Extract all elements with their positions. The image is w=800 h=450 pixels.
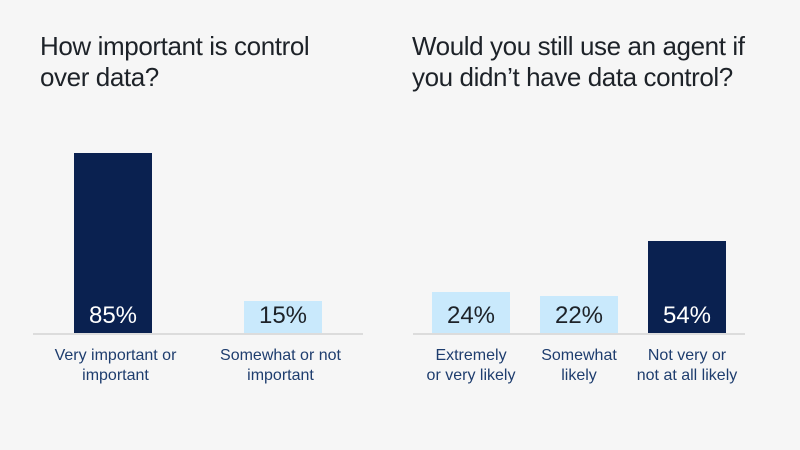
bar-value-label: 15%: [258, 302, 308, 329]
category-label: Somewhat or not important: [220, 347, 341, 384]
category-labels-importance: Very important or important Somewhat or n…: [33, 346, 363, 386]
category-label: Extremely or very likely: [426, 347, 516, 384]
chart-title-agent-use: Would you still use an agent if you didn…: [412, 31, 745, 92]
bar-value-label: 85%: [88, 302, 138, 329]
chart-data-control-importance: How important is control over data? 85% 1…: [33, 0, 363, 450]
bar-15%: 15%: [244, 301, 322, 333]
plot-area-agent-use: 24% 22% 54%: [413, 163, 745, 333]
bar-value-label: 54%: [662, 302, 712, 329]
bar-value-label: 22%: [554, 302, 604, 329]
axis-baseline: [33, 333, 363, 335]
bar-54%: 54%: [648, 241, 726, 333]
bar-value-label: 24%: [446, 302, 496, 329]
bar-22%: 22%: [540, 295, 618, 333]
category-label: Somewhat likely: [541, 347, 617, 384]
category-label: Not very or not at all likely: [636, 347, 738, 384]
bar-24%: 24%: [432, 292, 510, 333]
category-labels-agent-use: Extremely or very likely Somewhat likely N…: [413, 346, 745, 386]
category-label: Very important or important: [54, 347, 177, 384]
axis-baseline: [413, 333, 745, 335]
plot-area-importance: 85% 15%: [33, 121, 363, 333]
bar-85%: 85%: [74, 152, 152, 333]
chart-title-importance: How important is control over data?: [40, 31, 310, 92]
chart-agent-use-without-control: Would you still use an agent if you didn…: [412, 0, 745, 450]
